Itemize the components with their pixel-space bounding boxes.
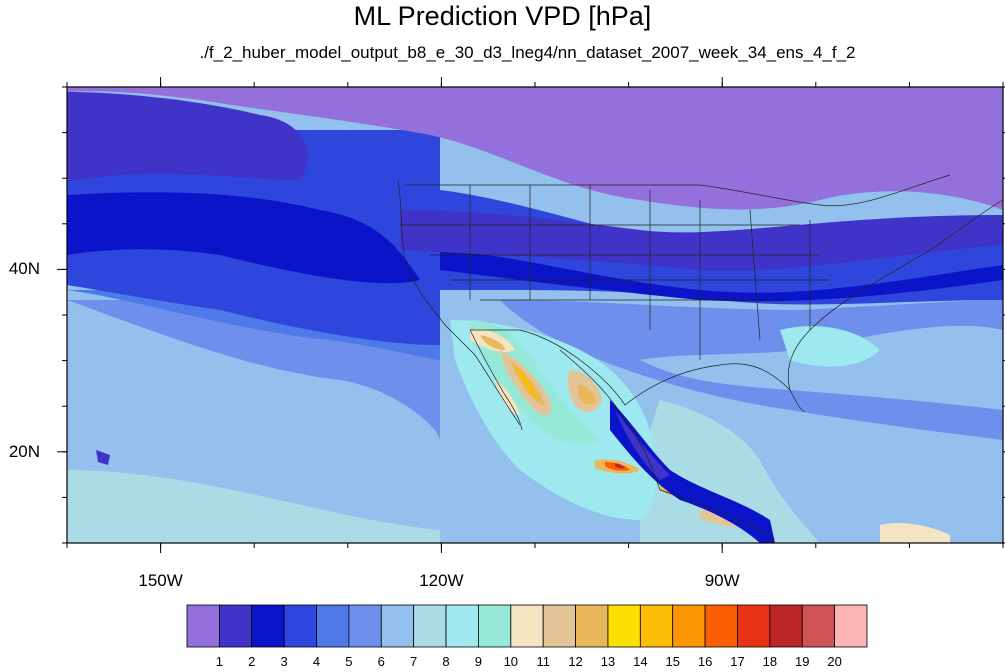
colorbar-label: 4 [312, 654, 321, 669]
colorbar-swatch [218, 604, 253, 648]
colorbar-swatch [251, 604, 285, 648]
colorbar-swatch [639, 604, 674, 648]
colorbar-label: 16 [697, 654, 713, 669]
colorbar-label: 13 [600, 654, 616, 669]
colorbar-label: 3 [280, 654, 288, 669]
colorbar-label: 5 [345, 654, 353, 669]
colorbar-label: 9 [474, 654, 483, 669]
colorbar-label: 20 [827, 654, 842, 669]
colorbar-label: 12 [568, 654, 583, 669]
lon-tick-label: 90W [704, 571, 740, 590]
colorbar-label: 19 [795, 654, 810, 669]
colorbar [186, 604, 868, 648]
colorbar-swatch [316, 604, 350, 648]
colorbar-swatch [510, 604, 544, 648]
colorbar-label: 8 [442, 654, 450, 669]
colorbar-label: 14 [633, 654, 648, 669]
colorbar-swatch [445, 604, 479, 648]
lon-tick-label: 120W [419, 571, 464, 590]
lat-tick-label: 40N [8, 259, 40, 279]
lon-tick-label: 150W [138, 571, 183, 590]
colorbar-swatch [380, 604, 415, 648]
colorbar-swatch [769, 604, 803, 648]
colorbar-label: 18 [762, 654, 778, 669]
colorbar-label: 2 [248, 654, 256, 669]
axis-ticks [57, 77, 1005, 553]
colorbar-swatch [186, 604, 220, 648]
colorbar-label: 17 [730, 654, 745, 669]
colorbar-label: 10 [503, 654, 519, 669]
colorbar-swatch [607, 604, 641, 648]
colorbar-swatch [283, 604, 317, 648]
colorbar-swatch [348, 604, 382, 648]
colorbar-label: 15 [665, 654, 680, 669]
plot-title: ML Prediction VPD [hPa] [353, 1, 652, 31]
colorbar-swatch [801, 604, 836, 648]
colorbar-label: 7 [410, 654, 418, 669]
colorbar-swatch [834, 604, 868, 648]
colorbar-swatch [413, 604, 447, 648]
colorbar-label: 11 [536, 654, 550, 669]
colorbar-swatch [704, 604, 738, 648]
colorbar-label: 6 [377, 654, 385, 669]
colorbar-swatch [737, 604, 771, 648]
plot-subtitle: ./f_2_huber_model_output_b8_e_30_d3_lneg… [199, 43, 856, 62]
lat-tick-label: 20N [8, 441, 40, 461]
colorbar-label: 1 [215, 654, 223, 669]
boundaries [397, 174, 1003, 543]
colorbar-swatch [478, 604, 512, 648]
colorbar-swatch [672, 604, 706, 648]
vpd-field [67, 87, 1003, 543]
colorbar-swatch [542, 604, 576, 648]
colorbar-swatch [575, 604, 609, 648]
